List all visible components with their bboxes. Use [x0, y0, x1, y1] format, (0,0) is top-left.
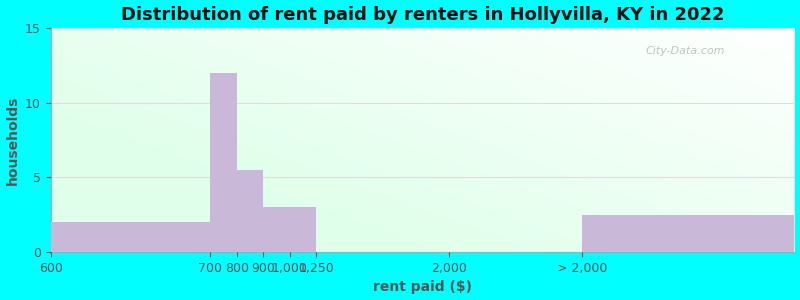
Y-axis label: households: households: [6, 95, 19, 185]
Title: Distribution of rent paid by renters in Hollyvilla, KY in 2022: Distribution of rent paid by renters in …: [121, 6, 724, 24]
X-axis label: rent paid ($): rent paid ($): [373, 280, 472, 294]
Bar: [237, 170, 263, 252]
Text: City-Data.com: City-Data.com: [646, 46, 725, 56]
Bar: [263, 207, 290, 252]
Bar: [290, 207, 316, 252]
Bar: [582, 215, 794, 252]
Bar: [50, 222, 210, 252]
Bar: [210, 73, 237, 252]
